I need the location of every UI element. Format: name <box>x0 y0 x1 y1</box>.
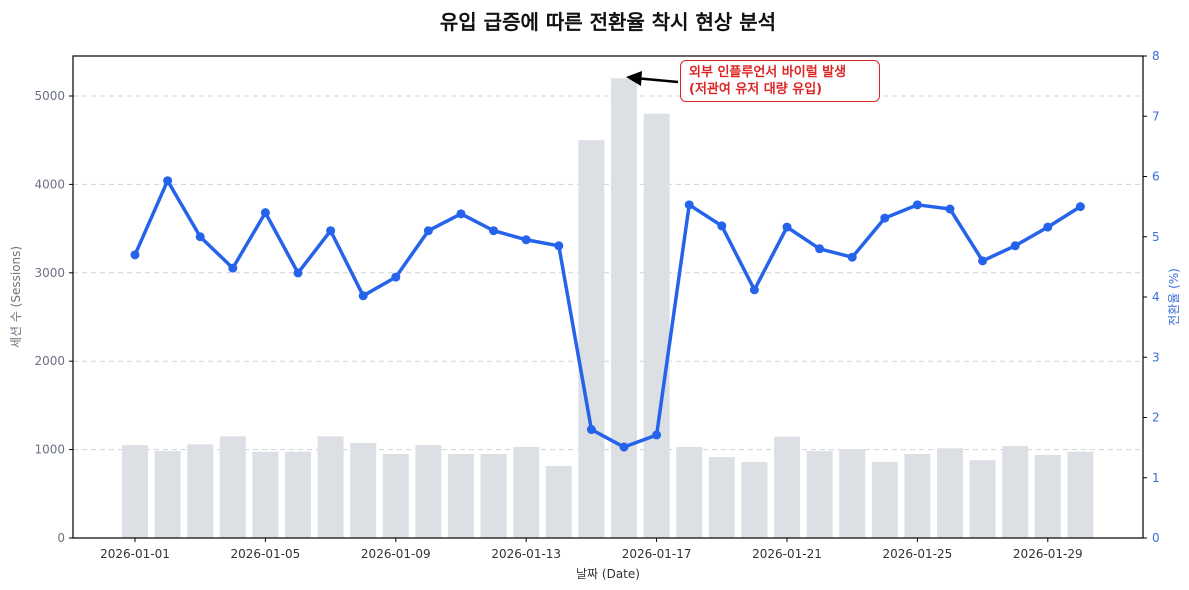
session-bar <box>415 445 442 538</box>
conversion-point <box>1043 222 1053 232</box>
conversion-point <box>228 263 238 273</box>
session-bar <box>1067 451 1094 538</box>
conversion-point <box>358 291 368 301</box>
session-bar <box>676 446 703 538</box>
annotation-box: 외부 인플루언서 바이럴 발생 (저관여 유저 대량 유입) <box>680 60 880 102</box>
session-bar <box>1034 454 1061 538</box>
x-axis-ticks: 2026-01-01 2026-01-05 2026-01-09 2026-01-13… <box>100 538 1083 561</box>
conversion-point <box>782 222 792 232</box>
right-axis-ticks: 0 1 2 3 4 5 6 7 8 <box>1143 49 1160 545</box>
conversion-point <box>391 272 401 282</box>
session-bar <box>285 451 311 538</box>
conversion-point <box>163 176 173 186</box>
session-bar <box>382 454 409 538</box>
conversion-point <box>521 235 531 245</box>
chart-title: 유입 급증에 따른 전환율 착시 현상 분석 <box>439 10 777 34</box>
left-tick-label: 2000 <box>34 354 65 368</box>
session-bar <box>448 454 474 538</box>
x-tick-label: 2026-01-21 <box>752 547 822 561</box>
session-bar <box>643 113 670 539</box>
conversion-point <box>326 226 336 236</box>
session-bar <box>513 446 540 538</box>
right-axis-label: 전환율 (%) <box>1167 268 1181 326</box>
sessions-bars <box>122 78 1094 539</box>
x-tick-label: 2026-01-05 <box>231 547 301 561</box>
conversion-point <box>1075 202 1085 212</box>
session-bar <box>122 445 148 538</box>
conversion-point <box>847 252 857 262</box>
left-tick-label: 0 <box>57 531 65 545</box>
session-bar <box>252 451 279 538</box>
conversion-point <box>749 285 759 295</box>
conversion-point <box>554 241 564 251</box>
right-tick-label: 2 <box>1152 411 1160 425</box>
conversion-point <box>945 204 955 214</box>
session-bar <box>806 450 833 538</box>
conversion-point <box>880 213 890 223</box>
conversion-point <box>912 200 922 210</box>
right-tick-label: 5 <box>1152 230 1160 244</box>
session-bar <box>187 444 214 538</box>
session-bar <box>480 454 507 538</box>
conversion-point <box>815 244 825 254</box>
x-tick-label: 2026-01-25 <box>883 547 953 561</box>
annotation-line-2: (저관여 유저 대량 유입) <box>689 82 823 97</box>
right-tick-label: 0 <box>1152 531 1160 545</box>
session-bar <box>774 436 800 538</box>
session-bar <box>545 465 572 538</box>
right-tick-label: 7 <box>1152 109 1160 123</box>
annotation-line-1: 외부 인플루언서 바이럴 발생 <box>689 65 847 80</box>
right-tick-label: 6 <box>1152 170 1160 184</box>
conversion-line <box>130 176 1085 452</box>
x-tick-label: 2026-01-13 <box>491 547 561 561</box>
conversion-point <box>619 442 629 452</box>
right-tick-label: 8 <box>1152 49 1160 63</box>
right-tick-label: 4 <box>1152 290 1160 304</box>
gridlines <box>73 95 1143 451</box>
conversion-point <box>260 208 270 218</box>
session-bar <box>1002 446 1029 538</box>
x-tick-label: 2026-01-09 <box>361 547 431 561</box>
conversion-point <box>195 232 205 242</box>
conversion-point <box>293 268 303 278</box>
right-tick-label: 3 <box>1152 350 1160 364</box>
left-tick-label: 4000 <box>34 177 65 191</box>
conversion-point <box>456 209 466 219</box>
right-tick-label: 1 <box>1152 471 1160 485</box>
session-bar <box>741 461 768 538</box>
session-bar <box>937 448 963 538</box>
session-bar <box>839 449 866 538</box>
annotation-arrow <box>626 71 679 86</box>
conversion-point <box>423 226 433 236</box>
x-tick-label: 2026-01-17 <box>622 547 692 561</box>
conversion-point <box>978 256 988 266</box>
x-tick-label: 2026-01-01 <box>100 547 170 561</box>
session-bar <box>578 140 605 538</box>
session-bar <box>708 457 735 538</box>
session-bar <box>317 436 344 538</box>
session-bar <box>219 436 246 538</box>
session-bar <box>871 461 898 538</box>
left-axis-label: 세션 수 (Sessions) <box>9 246 23 348</box>
conversion-point <box>586 425 596 435</box>
left-tick-label: 1000 <box>34 443 65 457</box>
session-bar <box>969 460 996 538</box>
conversion-point <box>717 221 727 231</box>
conversion-point <box>1010 241 1020 251</box>
x-axis-label: 날짜 (Date) <box>576 567 640 581</box>
session-bar <box>350 442 377 538</box>
session-bar <box>154 450 181 538</box>
conversion-point <box>652 430 662 440</box>
conversion-point <box>684 200 694 210</box>
conversion-point <box>489 226 499 236</box>
left-tick-label: 5000 <box>34 89 65 103</box>
conversion-point <box>130 250 140 260</box>
x-tick-label: 2026-01-29 <box>1013 547 1083 561</box>
session-bar <box>611 78 637 538</box>
left-axis-ticks: 0 1000 2000 3000 4000 5000 <box>34 89 73 545</box>
session-bar <box>904 454 931 538</box>
left-tick-label: 3000 <box>34 266 65 280</box>
